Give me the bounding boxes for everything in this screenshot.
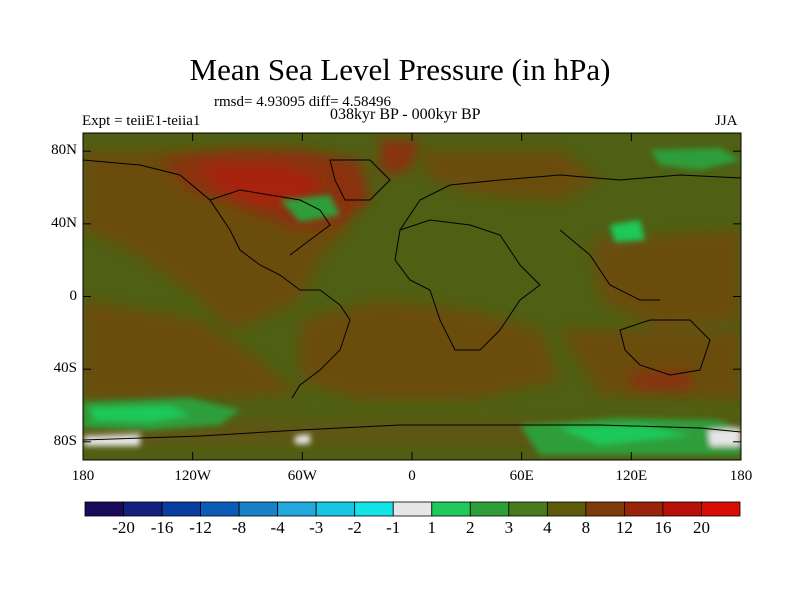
colorbar-box xyxy=(315,501,356,517)
lon-tick-label: 0 xyxy=(408,468,416,484)
lat-tick-label: 40N xyxy=(51,214,77,231)
colorbar-box xyxy=(161,501,201,517)
colorbar-box xyxy=(546,501,587,517)
colorbar-box xyxy=(238,501,279,517)
colorbar-box xyxy=(469,501,510,517)
colorbar-label: 3 xyxy=(504,518,514,537)
colorbar-box xyxy=(277,501,317,517)
colorbar-box xyxy=(354,501,394,517)
colorbar-label: -16 xyxy=(150,518,174,537)
colorbar-box xyxy=(431,501,471,517)
colorbar-box xyxy=(624,501,664,517)
lon-tick-label: 180 xyxy=(71,468,95,484)
lon-tick-label: 120W xyxy=(174,468,211,484)
colorbar-label: -20 xyxy=(112,518,135,537)
lat-tick-label: 80N xyxy=(51,142,77,159)
lon-tick-label: 60E xyxy=(509,468,534,484)
colorbar-label: -8 xyxy=(232,518,247,537)
axis-ticks xyxy=(82,133,742,460)
colorbar-label: -2 xyxy=(347,518,362,537)
period-subtitle: 038kyr BP - 000kyr BP xyxy=(330,106,481,123)
colorbar-box xyxy=(392,501,433,517)
colorbar-box xyxy=(200,501,240,517)
colorbar-label: 2 xyxy=(466,518,475,537)
stats-label: rmsd= 4.93095 diff= 4.58496 xyxy=(214,94,392,110)
colorbar-label: 20 xyxy=(692,518,710,537)
map-field xyxy=(83,133,741,460)
coastlines xyxy=(83,159,741,441)
lon-tick-label: 180 xyxy=(729,468,753,484)
colorbar-label: 1 xyxy=(427,518,437,537)
colorbar-box xyxy=(662,501,702,517)
map-title: Mean Sea Level Pressure (in hPa) xyxy=(189,52,611,87)
colorbar-label: -12 xyxy=(189,518,212,537)
colorbar-box xyxy=(84,501,124,517)
colorbar-label: -1 xyxy=(386,518,401,537)
colorbar-label: 16 xyxy=(654,518,672,537)
colorbar-box xyxy=(508,501,548,517)
colorbar-box xyxy=(585,501,625,517)
lon-tick-label: 60W xyxy=(287,468,317,484)
colorbar-label: -4 xyxy=(270,518,285,537)
lon-tick-label: 120E xyxy=(615,468,648,484)
lat-tick-label: 80S xyxy=(53,432,77,449)
field-1-3 xyxy=(83,148,741,455)
experiment-label: Expt = teiiE1-teiia1 xyxy=(82,113,201,129)
colorbar-label: -3 xyxy=(309,518,324,537)
colorbar xyxy=(84,501,741,517)
season-label: JJA xyxy=(715,113,738,129)
colorbar-box xyxy=(701,501,741,517)
colorbar-label: 4 xyxy=(543,518,552,537)
colorbar-label: 12 xyxy=(615,518,633,537)
colorbar-box xyxy=(123,501,163,517)
colorbar-label: 8 xyxy=(581,518,591,537)
lat-tick-label: 0 xyxy=(69,287,78,304)
lat-tick-label: 40S xyxy=(53,360,77,377)
